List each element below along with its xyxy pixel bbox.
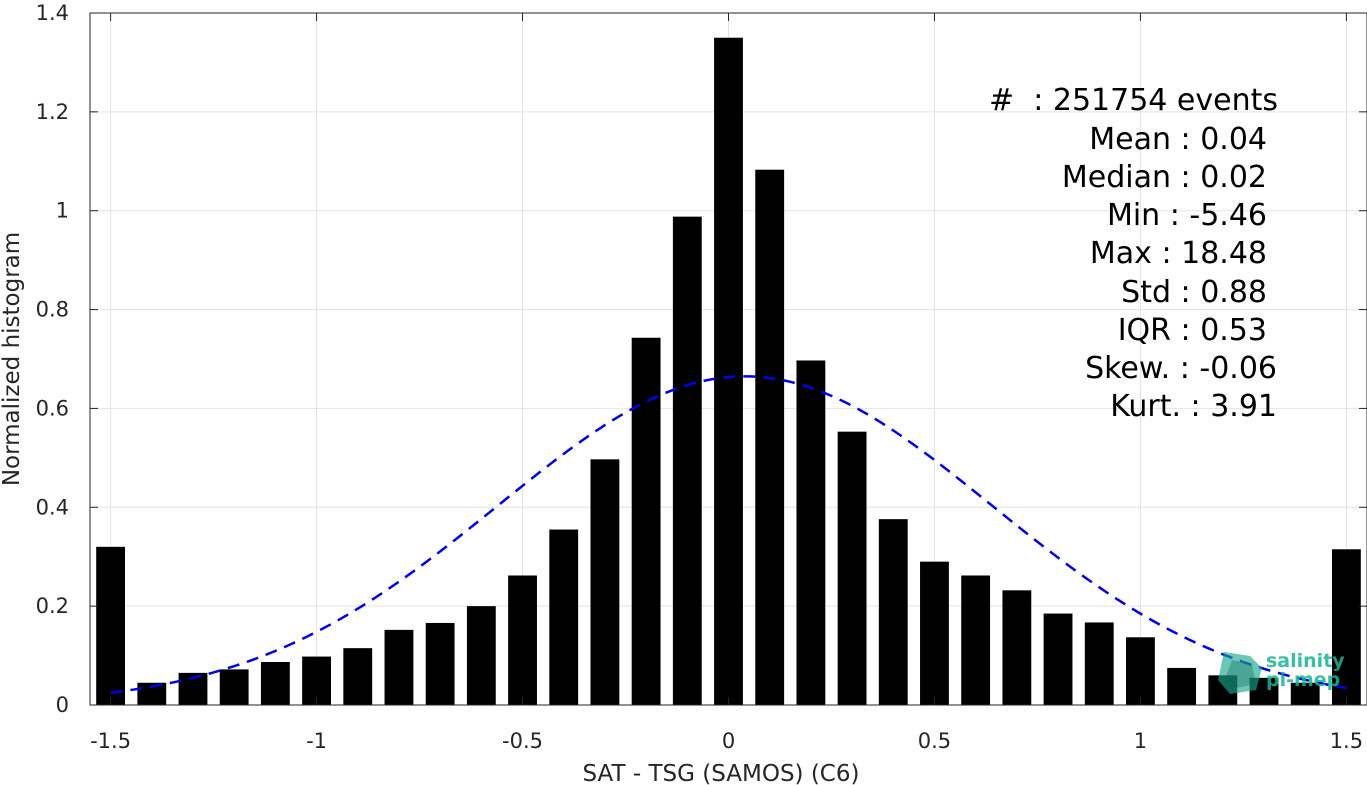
histogram-bar bbox=[466, 606, 496, 705]
histogram-bar bbox=[137, 682, 167, 705]
stats-mean: Mean : 0.04 bbox=[1089, 122, 1267, 157]
histogram-bar bbox=[714, 37, 743, 705]
histogram-bar bbox=[1290, 682, 1320, 705]
stats-iqr: IQR : 0.53 bbox=[1118, 313, 1267, 348]
histogram-bar bbox=[1002, 590, 1032, 705]
histogram-bar bbox=[549, 529, 579, 705]
x-tick-labels: -1.5 -1 -0.5 0 0.5 1 1.5 bbox=[90, 729, 1363, 753]
salinity-pimep-logo: salinity pi-mep bbox=[1218, 650, 1345, 694]
stats-std: Std : 0.88 bbox=[1121, 275, 1267, 310]
stats-min: Min : -5.46 bbox=[1107, 198, 1267, 233]
x-tick-label: -0.5 bbox=[502, 729, 543, 753]
histogram-bar bbox=[343, 648, 373, 705]
histogram-bar bbox=[260, 661, 290, 705]
histogram-bar bbox=[920, 561, 949, 705]
x-tick-label: 0 bbox=[722, 729, 735, 753]
x-tick-label: -1.5 bbox=[90, 729, 131, 753]
stats-median: Median : 0.02 bbox=[1062, 160, 1267, 195]
stats-events: # : 251754 events bbox=[989, 83, 1278, 118]
histogram-bar bbox=[631, 337, 661, 705]
histogram-bar bbox=[796, 360, 826, 705]
y-tick-label: 1.2 bbox=[36, 100, 69, 124]
y-tick-label: 0.4 bbox=[36, 495, 69, 519]
y-tick-label: 0.2 bbox=[36, 594, 69, 618]
y-tick-label: 0.8 bbox=[36, 298, 69, 322]
x-tick-label: -1 bbox=[306, 729, 327, 753]
histogram-bars bbox=[96, 37, 1361, 705]
histogram-bar bbox=[425, 622, 455, 705]
histogram-bar bbox=[1043, 613, 1073, 705]
histogram-bar bbox=[1331, 549, 1361, 705]
x-axis-title: SAT - TSG (SAMOS) (C6) bbox=[583, 761, 860, 785]
y-axis-title: Normalized histogram bbox=[0, 232, 25, 486]
axis-ticks bbox=[90, 12, 1367, 706]
histogram-bar bbox=[1167, 667, 1197, 705]
y-tick-label: 0.6 bbox=[36, 396, 69, 420]
stats-box: # : 251754 events Mean : 0.04 Median : 0… bbox=[989, 83, 1278, 424]
x-tick-label: 1 bbox=[1134, 729, 1147, 753]
logo-text-pimep: pi-mep bbox=[1266, 669, 1340, 691]
y-tick-label: 0 bbox=[56, 693, 69, 717]
histogram-bar bbox=[1126, 637, 1155, 705]
gaussian-fit-curve bbox=[110, 375, 1347, 695]
logo-text-salinity: salinity bbox=[1266, 650, 1345, 672]
histogram-bar bbox=[961, 575, 991, 705]
histogram-bar bbox=[755, 169, 785, 705]
histogram-bar bbox=[590, 459, 620, 705]
stats-max: Max : 18.48 bbox=[1090, 236, 1267, 271]
histogram-bar bbox=[1084, 622, 1114, 705]
stats-skew: Skew. : -0.06 bbox=[1085, 351, 1277, 386]
histogram-bar bbox=[878, 519, 908, 705]
y-tick-labels: 0 0.2 0.4 0.6 0.8 1 1.2 1.4 bbox=[36, 1, 69, 717]
histogram-bar bbox=[302, 656, 331, 705]
histogram-bar bbox=[508, 575, 537, 705]
logo-shape-inner bbox=[1226, 660, 1256, 688]
x-tick-label: 1.5 bbox=[1330, 729, 1363, 753]
x-tick-label: 0.5 bbox=[918, 729, 951, 753]
histogram-bar bbox=[219, 669, 249, 705]
histogram-bar bbox=[96, 546, 126, 705]
stats-kurt: Kurt. : 3.91 bbox=[1110, 389, 1277, 424]
histogram-bar bbox=[672, 216, 702, 705]
histogram-bar bbox=[837, 431, 867, 705]
y-tick-label: 1.4 bbox=[36, 1, 69, 25]
histogram-bar bbox=[384, 629, 414, 705]
y-tick-label: 1 bbox=[56, 199, 69, 223]
